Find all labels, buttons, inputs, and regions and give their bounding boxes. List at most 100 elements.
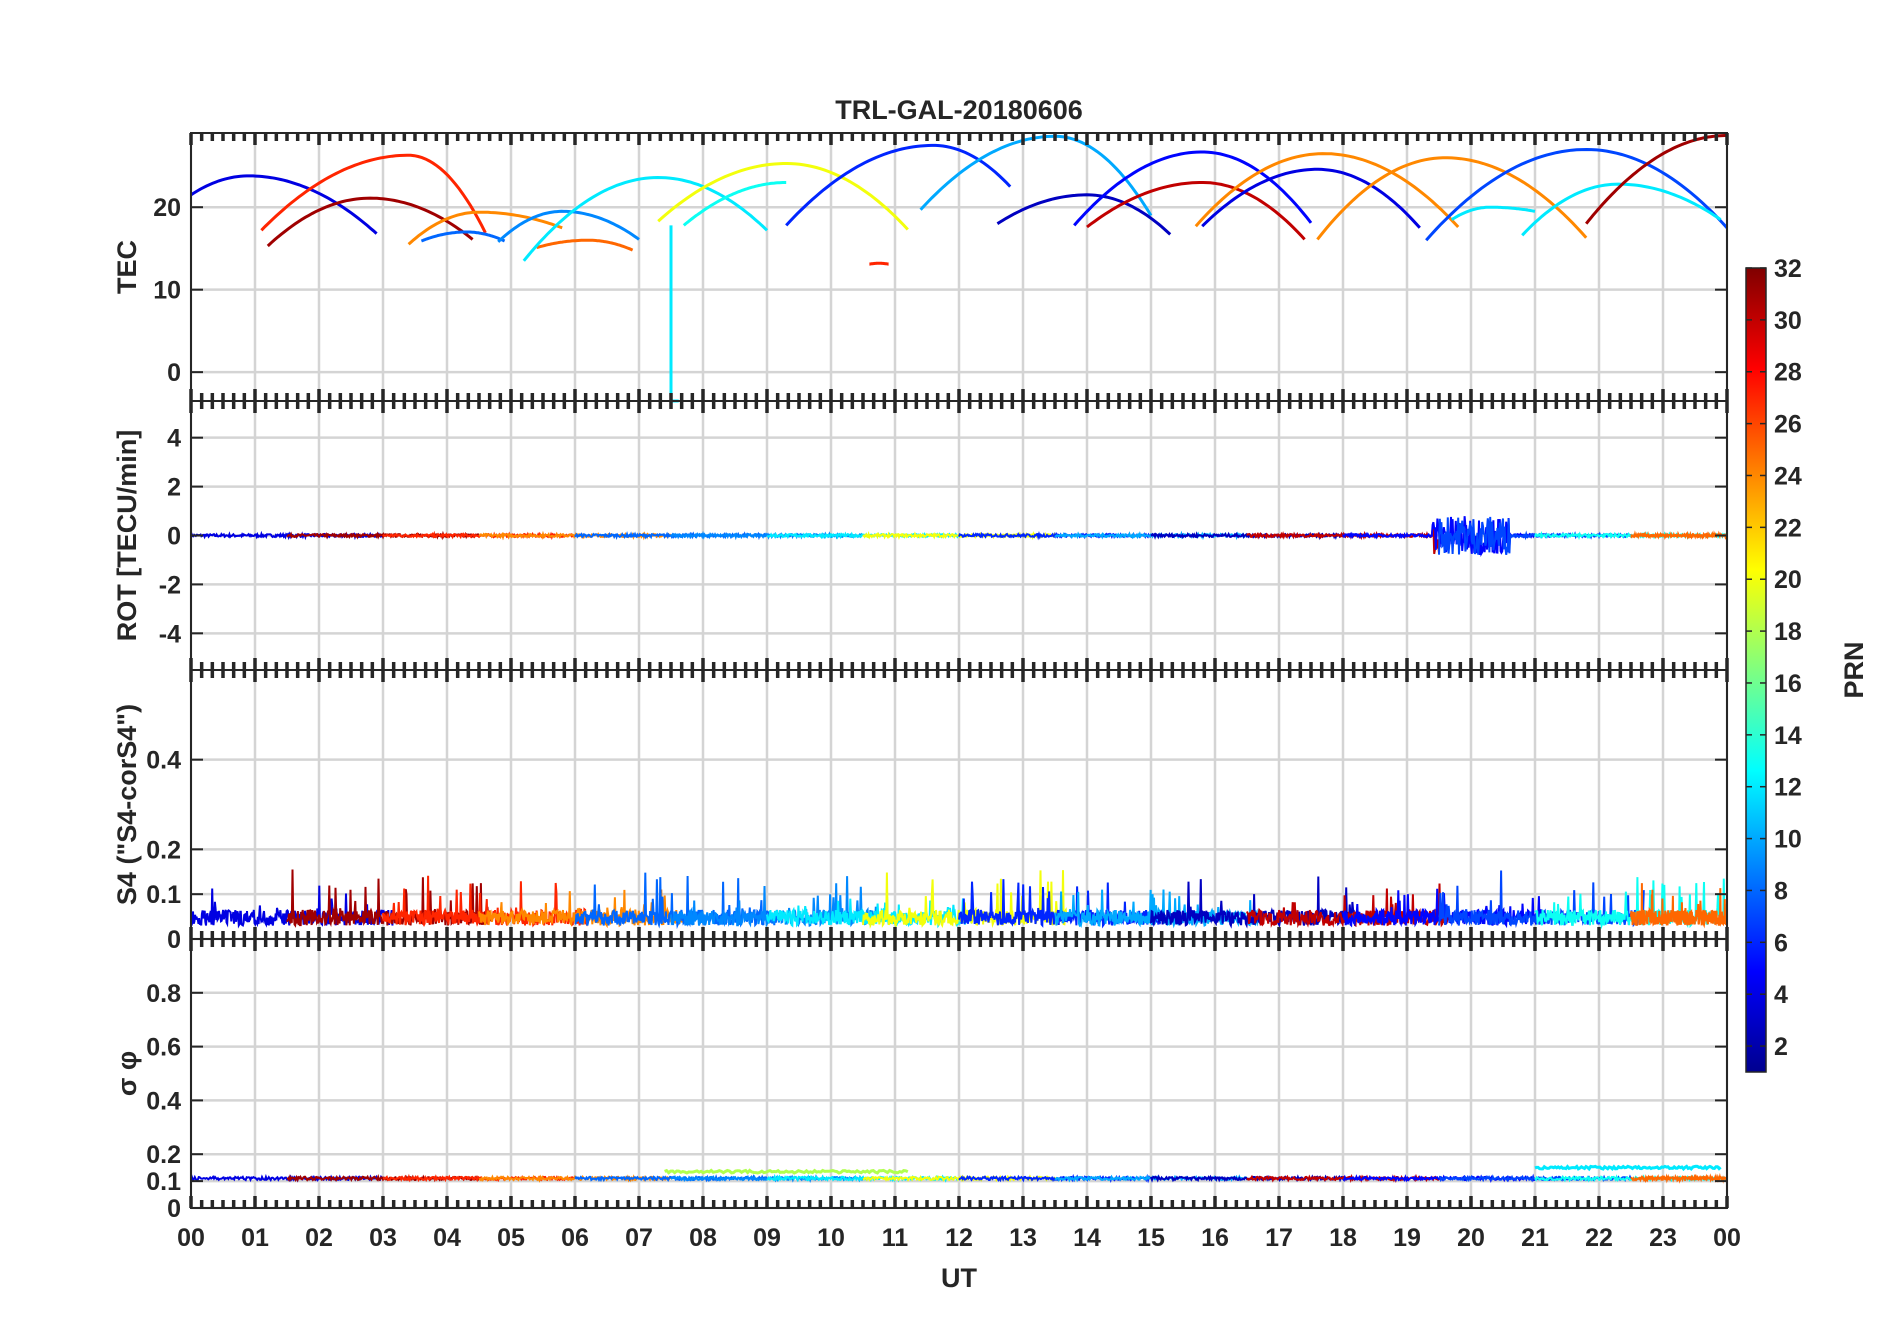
s4-series-prn-3	[1150, 876, 1357, 929]
colorbar-tick-label: 30	[1774, 307, 1802, 335]
y-tick-label: 0.4	[146, 1087, 181, 1115]
tec-arc-prn-7	[1425, 147, 1729, 242]
x-tick-label: 00	[177, 1224, 205, 1252]
tec-arc-prn-4	[1201, 167, 1421, 229]
colorbar-tick-label: 8	[1774, 877, 1788, 905]
x-tick-label: 10	[817, 1224, 845, 1252]
panel-tec-ylabel: TEC	[112, 240, 142, 294]
panel-s4-ylabel: S4 ("S4-corS4")	[112, 704, 142, 905]
y-tick-label: 0.2	[146, 836, 181, 864]
tec-arc-prn-30	[1086, 181, 1306, 241]
x-tick-label: 08	[689, 1224, 717, 1252]
x-tick-label: 21	[1521, 1224, 1549, 1252]
colorbar-gradient	[1745, 267, 1767, 1073]
colorbar-label: PRN	[1839, 641, 1869, 698]
x-tick-label: 18	[1329, 1224, 1357, 1252]
y-tick-label: -2	[159, 571, 181, 599]
x-tick-label: 12	[945, 1224, 973, 1252]
y-tick-label: 2	[167, 474, 181, 502]
x-tick-label: 23	[1649, 1224, 1677, 1252]
panel-s4-ticks: 0 0.1 0.2 0.4	[146, 670, 1729, 954]
y-tick-label: 10	[153, 277, 181, 305]
colorbar-tick-label: 20	[1774, 566, 1802, 594]
colorbar-tick-label: 32	[1774, 255, 1802, 283]
colorbar-tick-label: 14	[1774, 722, 1802, 750]
tec-arc-prn-24	[1194, 152, 1460, 229]
x-tick-label: 04	[433, 1224, 461, 1252]
s4-series-prn-20	[862, 870, 1069, 929]
tec-arc-prn-27	[869, 261, 889, 266]
x-tick-label: 17	[1265, 1224, 1293, 1252]
y-tick-label: 0.1	[146, 1168, 181, 1196]
x-tick-label: 01	[241, 1224, 269, 1252]
tec-arc-prn-31	[1585, 134, 1727, 225]
tec-arc-prn-31	[266, 196, 474, 248]
tec-arc-prn-8	[420, 230, 506, 243]
panel-tec: 0 10 20 TEC	[112, 132, 1729, 403]
y-tick-label: 0	[167, 926, 181, 954]
colorbar-tick-label: 22	[1774, 514, 1802, 542]
colorbar-tick-label: 12	[1774, 774, 1802, 802]
panel-sigma_phi-series	[190, 1164, 1728, 1184]
x-tick-labels: 00 01 02 03 04 05 06 07 08 09 10 11 12 13 14 15 16 17 18 19…	[177, 1224, 1741, 1252]
colorbar-tick-label: 4	[1774, 981, 1788, 1009]
x-tick-label: 05	[497, 1224, 525, 1252]
tec-arc-prn-27	[260, 153, 487, 234]
x-tick-label: 20	[1457, 1224, 1485, 1252]
rot-series-prn-25	[1630, 530, 1728, 540]
rot-series-prn-12	[766, 531, 960, 540]
x-tick-label: 09	[753, 1224, 781, 1252]
s4-series-prn-6	[958, 879, 1165, 929]
colorbar-tick-label: 28	[1774, 359, 1802, 387]
tec-arc-prn-10	[919, 134, 1153, 217]
y-tick-label: 0.1	[146, 881, 181, 909]
tec-arc-prn-24	[1316, 156, 1588, 241]
colorbar-tick-label: 2	[1774, 1033, 1788, 1061]
x-tick-label: 02	[305, 1224, 333, 1252]
y-tick-label: 0.2	[146, 1141, 181, 1169]
x-tick-label: 15	[1137, 1224, 1165, 1252]
tec-arc-prn-6	[785, 143, 1012, 227]
panel-sigma_phi-ticks: 00.10.2 0.4 0.6 0.8	[146, 939, 1729, 1223]
tec-arc-prn-25	[536, 238, 634, 252]
y-tick-label: 4	[167, 425, 181, 453]
x-tick-label: 00	[1713, 1224, 1741, 1252]
y-tick-label: 0.4	[146, 747, 181, 775]
x-tick-label: 13	[1009, 1224, 1037, 1252]
colorbar-tick-label: 18	[1774, 618, 1802, 646]
colorbar-tick-label: 26	[1774, 411, 1802, 439]
x-tick-label: 07	[625, 1224, 653, 1252]
panel-rot-ticks: -4 -2 0 2 4	[159, 401, 1729, 670]
tec-arc-prn-12	[1450, 205, 1536, 221]
y-tick-label: 0.6	[146, 1034, 181, 1062]
panel-s4-grid	[189, 670, 1729, 941]
s4-series-prn-25	[1630, 883, 1728, 929]
tec-arc-prn-4	[190, 174, 378, 235]
tec-arc-prn-20	[657, 162, 909, 231]
x-tick-label: 22	[1585, 1224, 1613, 1252]
colorbar-tick-label: 10	[1774, 826, 1802, 854]
tec-arc-prn-9	[497, 209, 640, 243]
tec-arc-prn-24	[407, 210, 563, 246]
sigma-series-prn-25	[1630, 1172, 1728, 1184]
x-axis-label: UT	[941, 1263, 977, 1293]
x-tick-label: 19	[1393, 1224, 1421, 1252]
y-tick-label: -4	[159, 620, 181, 648]
x-tick-label: 16	[1201, 1224, 1229, 1252]
tec-arc-prn-12	[522, 175, 769, 262]
panel-tec-series	[190, 134, 1729, 403]
chart-title: TRL-GAL-20180606	[835, 95, 1083, 125]
y-tick-label: 0	[167, 523, 181, 551]
colorbar-tick-label: 6	[1774, 929, 1788, 957]
colorbar-tick-label: 24	[1774, 462, 1802, 490]
panel-sigma_phi-ylabel: σ φ	[112, 1051, 142, 1096]
tec-arc-prn-3	[996, 193, 1172, 236]
x-tick-label: 14	[1073, 1224, 1101, 1252]
panel-tec-ticks: 0 10 20	[153, 133, 1729, 401]
panel-rot-series	[190, 516, 1728, 558]
sigma-elevated-prn-18	[664, 1168, 909, 1175]
sigma-elevated-prn-12	[1534, 1164, 1722, 1172]
